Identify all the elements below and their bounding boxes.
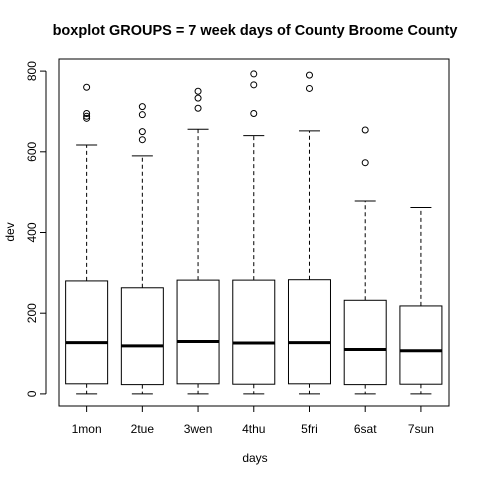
x-tick-label: 6sat (354, 422, 377, 436)
x-axis: 1mon 2tue 3wen 4thu 5fri 6sat 7sun (72, 406, 434, 436)
box-6sat (343, 126, 387, 395)
box-3wen (176, 87, 220, 395)
outlier-point (83, 83, 91, 91)
box-7sun (399, 206, 443, 395)
y-axis: 0 200 400 600 800 (25, 61, 47, 397)
outlier-point (138, 103, 146, 111)
outlier-point (250, 70, 258, 78)
iqr-box (232, 279, 276, 385)
iqr-box (399, 305, 443, 385)
x-tick-label: 5fri (301, 422, 318, 436)
y-tick-label: 800 (25, 61, 39, 81)
outlier-point (250, 109, 258, 117)
outlier-point (361, 159, 369, 167)
y-tick-label: 0 (25, 390, 39, 397)
y-axis-label: dev (3, 222, 17, 241)
outlier-point (305, 71, 313, 79)
outlier-point (194, 94, 202, 102)
y-tick-label: 400 (25, 222, 39, 242)
outlier-point (194, 87, 202, 95)
outlier-point (138, 136, 146, 144)
outlier-point (83, 114, 91, 122)
iqr-box (120, 287, 164, 386)
x-tick-label: 7sun (408, 422, 434, 436)
outlier-point (361, 126, 369, 134)
box-2tue (120, 103, 164, 395)
iqr-box (176, 279, 220, 385)
outlier-point (250, 81, 258, 89)
outlier-point (194, 104, 202, 112)
boxes-group (65, 70, 443, 395)
x-tick-label: 2tue (131, 422, 155, 436)
chart-title: boxplot GROUPS = 7 week days of County B… (53, 23, 458, 39)
box-1mon (65, 83, 109, 395)
x-tick-label: 3wen (184, 422, 213, 436)
iqr-box (65, 280, 109, 385)
x-tick-label: 1mon (72, 422, 102, 436)
outlier-point (305, 84, 313, 92)
box-5fri (287, 71, 331, 395)
box-4thu (232, 70, 276, 395)
y-tick-label: 600 (25, 141, 39, 161)
outlier-point (83, 109, 91, 117)
outlier-point (138, 111, 146, 119)
x-axis-label: days (242, 451, 267, 465)
y-tick-label: 200 (25, 303, 39, 323)
outlier-point (138, 128, 146, 136)
outlier-point (83, 112, 91, 120)
iqr-box (343, 299, 387, 386)
iqr-box (287, 279, 331, 385)
x-tick-label: 4thu (242, 422, 265, 436)
